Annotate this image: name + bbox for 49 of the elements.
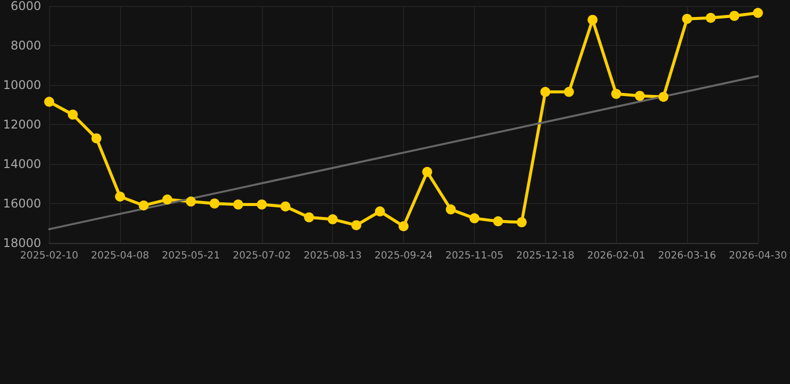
point — [115, 192, 126, 202]
point — [588, 14, 598, 25]
point — [328, 214, 338, 224]
point — [516, 217, 527, 228]
point — [422, 166, 432, 177]
point — [634, 90, 645, 101]
point — [398, 221, 409, 232]
y-tick-label: 16000 — [2, 196, 42, 210]
y-tick-label: 12000 — [2, 118, 42, 132]
point — [351, 220, 362, 230]
point — [210, 198, 220, 208]
point — [493, 216, 504, 226]
y-tick-label: 8000 — [10, 38, 42, 52]
y-tick-label: 6000 — [10, 0, 42, 13]
y-tick-label: 10000 — [2, 78, 42, 92]
point — [68, 110, 78, 120]
x-tick-label: 2026-03-16 — [658, 250, 716, 262]
point — [256, 199, 267, 210]
x-tick-label: 2025-08-13 — [304, 250, 362, 262]
point — [304, 212, 314, 222]
point — [540, 86, 550, 97]
x-tick-label: 2025-07-02 — [232, 250, 291, 262]
x-tick-label: 2025-09-24 — [374, 250, 433, 262]
point — [280, 201, 290, 212]
x-tick-label: 2026-04-30 — [728, 250, 788, 262]
point — [611, 88, 622, 99]
y-tick-label: 14000 — [2, 157, 42, 171]
point — [138, 200, 149, 210]
point — [564, 86, 574, 97]
x-tick-label: 2025-12-18 — [516, 250, 574, 262]
point — [729, 10, 740, 21]
x-tick-label: 2025-05-21 — [162, 250, 220, 262]
point — [706, 12, 716, 23]
y-tick-label: 18000 — [2, 236, 42, 250]
point — [658, 92, 668, 102]
point — [91, 133, 102, 144]
point — [469, 213, 480, 224]
x-tick-label: 2025-02-10 — [20, 250, 78, 262]
point — [374, 206, 385, 216]
x-tick-label: 2025-04-08 — [90, 250, 150, 262]
point — [233, 199, 244, 210]
point — [682, 14, 692, 24]
point — [44, 96, 54, 107]
x-tick-label: 2025-11-05 — [445, 250, 504, 262]
x-tick-label: 2026-02-01 — [587, 250, 646, 262]
point — [446, 204, 456, 214]
point — [752, 8, 763, 18]
point — [162, 194, 172, 205]
point — [186, 196, 196, 207]
